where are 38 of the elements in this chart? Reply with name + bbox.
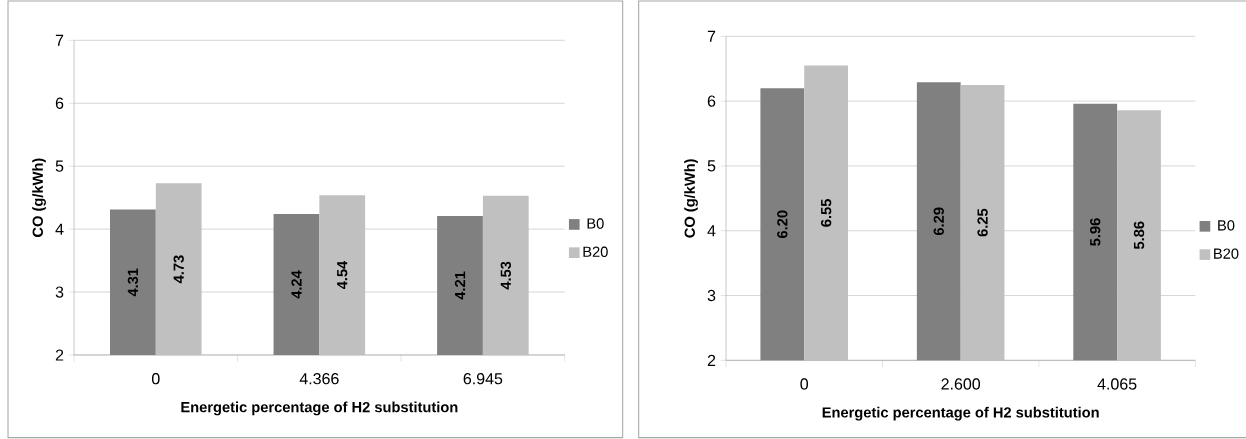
y-tick-label: 7 [55, 34, 64, 46]
data-label: 6.20 [777, 210, 788, 238]
data-label: 6.55 [820, 199, 832, 227]
data-label: 4.21 [454, 271, 466, 300]
y-tick-label: 3 [707, 289, 716, 302]
data-label: 4.53 [500, 261, 511, 290]
y-tick-label: 6 [55, 97, 64, 109]
y-axis-title: CO (g/kWh) [684, 159, 698, 238]
y-axis-title: CO (g/kWh) [32, 158, 46, 237]
data-label: 5.96 [1090, 218, 1101, 246]
x-axis-title: Energetic percentage of H2 substitution [822, 406, 1099, 421]
x-tick-label: 2.600 [941, 378, 981, 390]
x-axis-title: Energetic percentage of H2 substitution [181, 401, 458, 416]
legend-label: B20 [583, 246, 608, 257]
y-tick-label: 6 [707, 95, 716, 107]
legend-label: B20 [1214, 248, 1239, 259]
legend-label: B0 [587, 218, 604, 229]
data-label: 6.29 [933, 207, 944, 236]
y-tick-label: 7 [707, 30, 716, 42]
y-tick-label: 5 [55, 160, 64, 172]
data-label: 4.54 [337, 260, 348, 290]
y-tick-label: 4 [707, 225, 716, 237]
x-tick-label: 6.945 [463, 373, 503, 385]
data-label: 4.31 [127, 268, 139, 297]
y-tick-label: 2 [55, 349, 64, 361]
y-tick-label: 5 [707, 160, 716, 172]
x-tick-label: 0 [800, 378, 809, 390]
y-tick-label: 4 [55, 223, 64, 235]
x-tick-label: 0 [151, 373, 160, 385]
data-label: 5.86 [1133, 221, 1145, 250]
x-tick-label: 4.065 [1097, 378, 1137, 390]
data-label: 4.24 [291, 270, 302, 299]
data-label: 4.73 [173, 255, 184, 284]
x-tick-label: 4.366 [299, 373, 339, 385]
data-label: 6.25 [977, 208, 988, 237]
y-tick-label: 3 [55, 286, 64, 298]
legend-label: B0 [1218, 220, 1235, 231]
y-tick-label: 2 [707, 354, 716, 366]
